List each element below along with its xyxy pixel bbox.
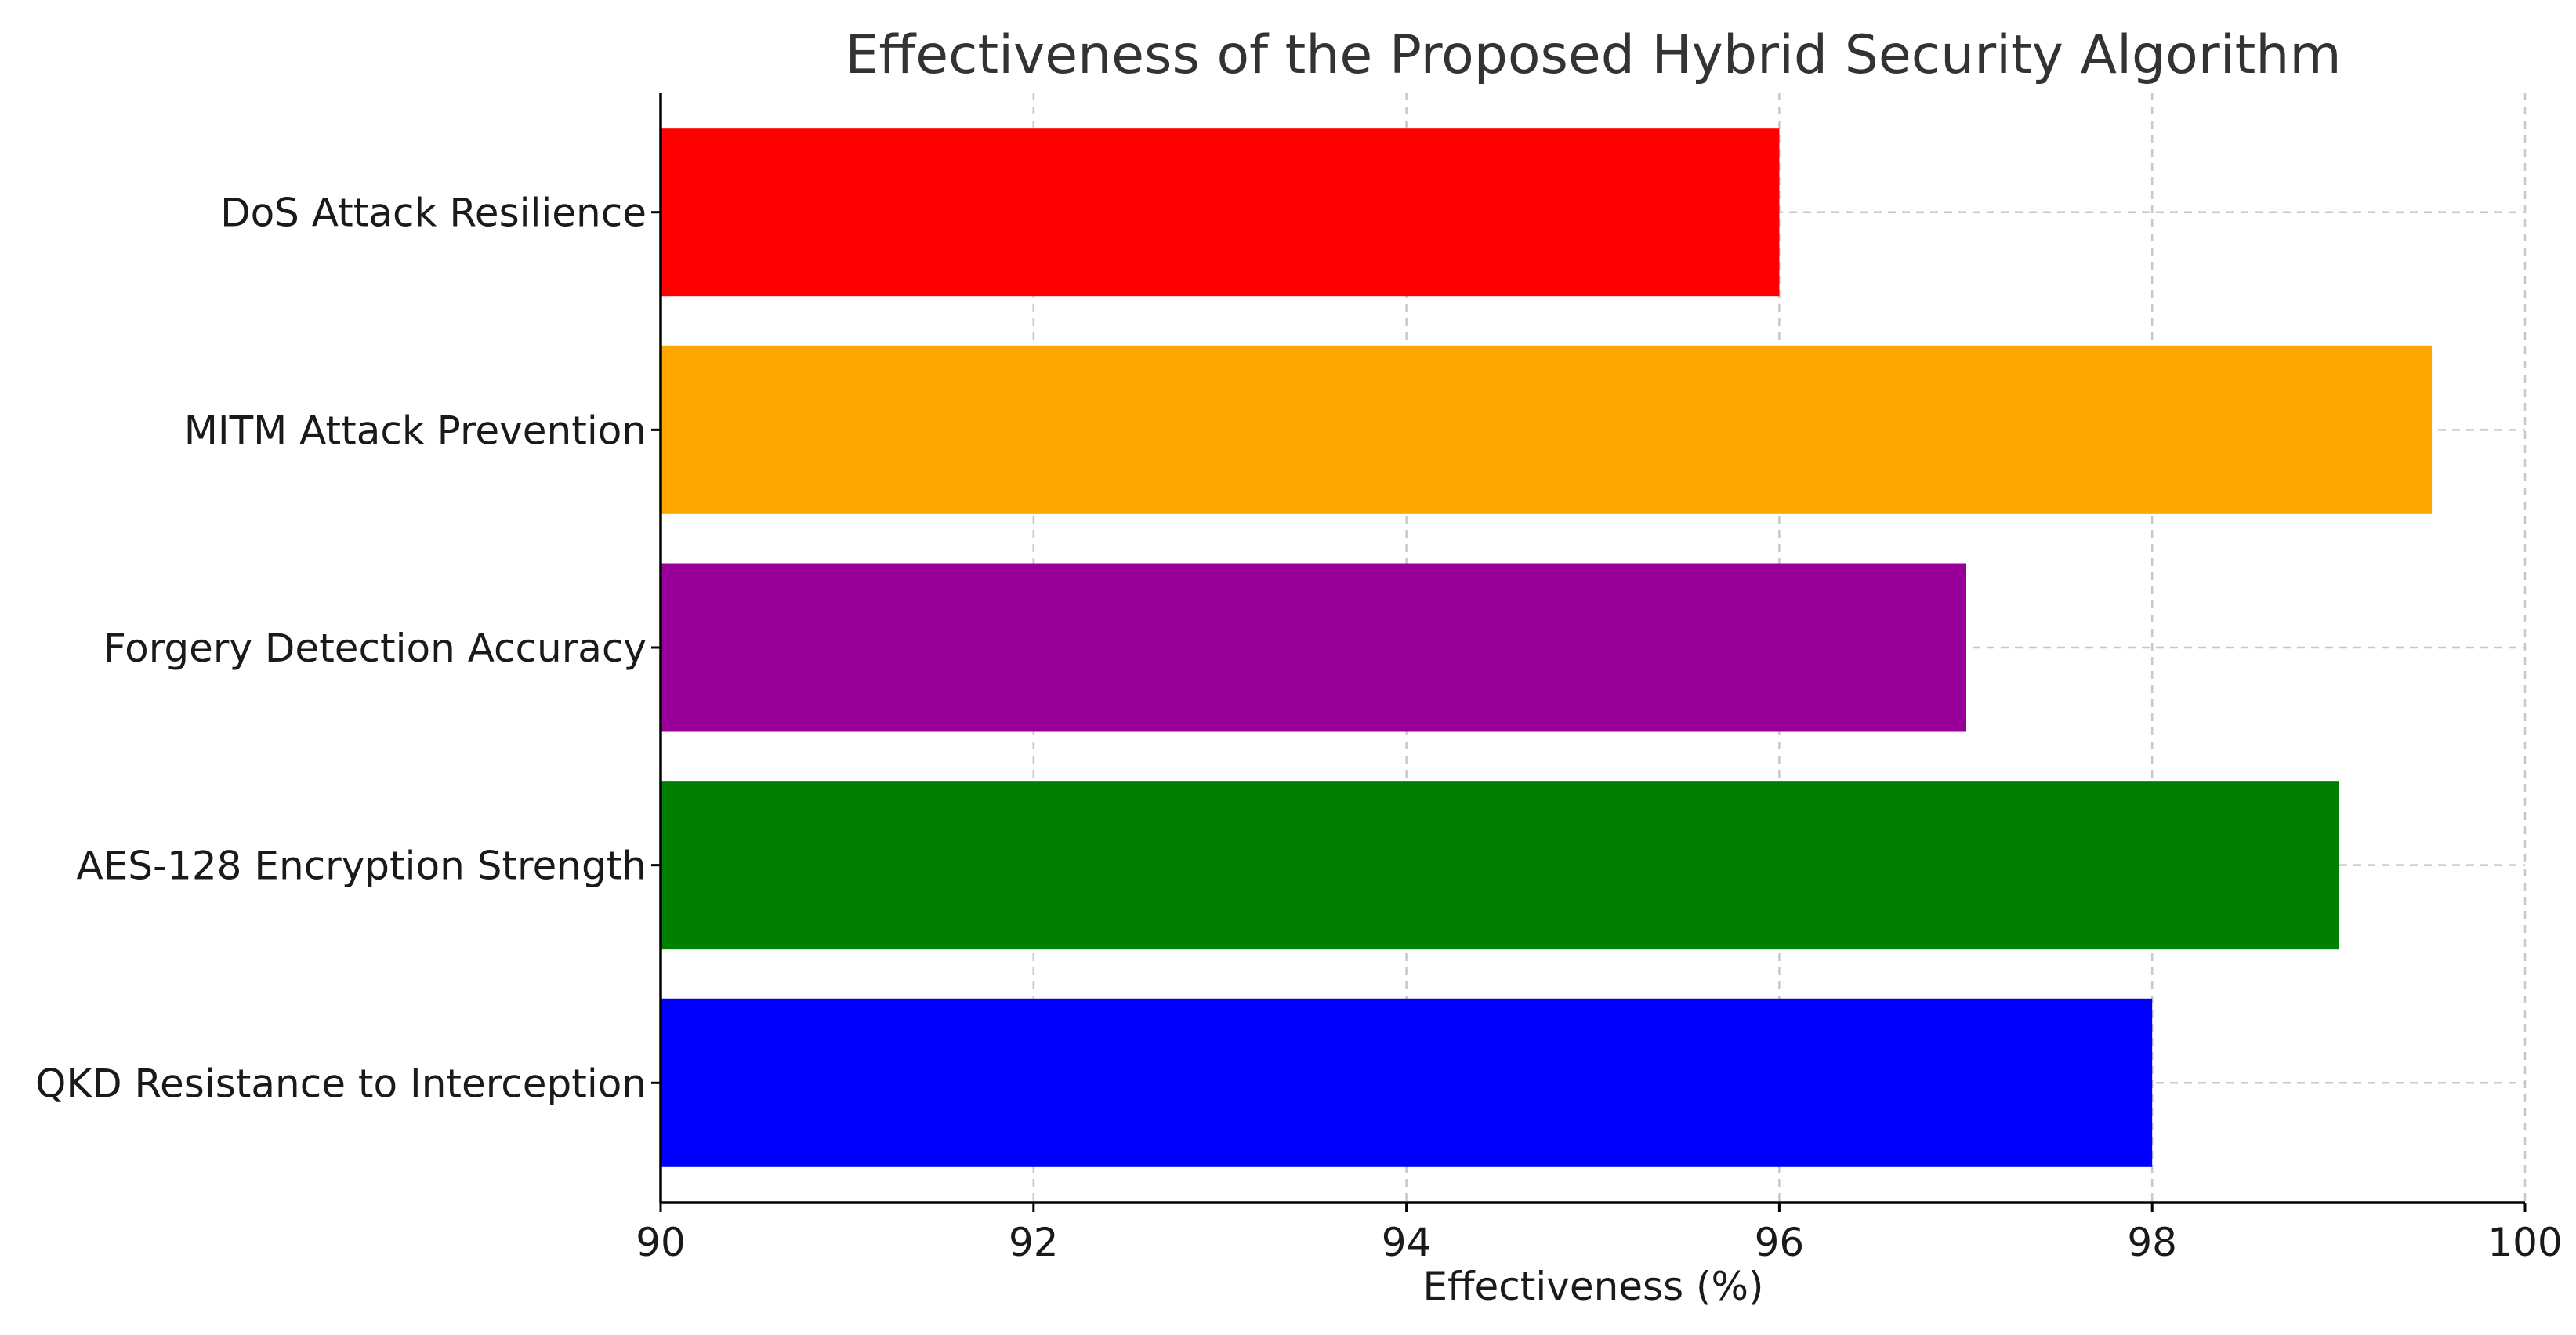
bar <box>661 345 2433 514</box>
bar <box>661 563 1966 732</box>
y-tick-label: Forgery Detection Accuracy <box>103 626 647 671</box>
bar <box>661 998 2153 1167</box>
label-layer: 90 92 94 96 98 100 QKD Resistance to Intercept… <box>35 190 2563 1265</box>
y-tick-label: MITM Attack Prevention <box>184 408 647 453</box>
x-tick-label: 92 <box>1009 1220 1059 1265</box>
chart-title: Effectiveness of the Proposed Hybrid Sec… <box>845 24 2341 86</box>
bar <box>661 128 1780 297</box>
x-tick-label: 96 <box>1755 1220 1805 1265</box>
x-axis-label: Effectiveness (%) <box>1422 1264 1763 1309</box>
y-tick-label: QKD Resistance to Interception <box>35 1061 647 1106</box>
y-tick-label: DoS Attack Resilience <box>220 190 647 236</box>
x-tick-label: 90 <box>636 1220 686 1265</box>
y-tick-label: AES-128 Encryption Strength <box>76 843 647 889</box>
x-tick-label: 100 <box>2487 1220 2562 1265</box>
bar-layer <box>661 128 2433 1167</box>
x-tick-label: 94 <box>1382 1220 1432 1265</box>
axis-layer <box>651 93 2527 1212</box>
bar <box>661 781 2339 950</box>
x-tick-label: 98 <box>2127 1220 2177 1265</box>
